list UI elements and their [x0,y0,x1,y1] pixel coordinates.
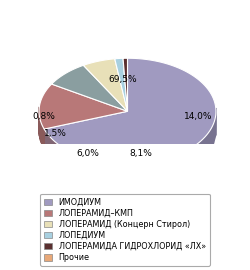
Polygon shape [40,121,41,142]
Polygon shape [57,143,66,168]
Polygon shape [123,58,128,111]
Polygon shape [66,149,76,174]
Polygon shape [214,116,216,143]
Polygon shape [204,131,209,158]
Polygon shape [115,58,128,111]
Polygon shape [52,65,128,111]
Text: 69,5%: 69,5% [109,75,138,84]
Polygon shape [42,126,43,147]
Text: 0,8%: 0,8% [32,112,55,121]
Polygon shape [186,145,196,170]
Polygon shape [209,124,214,151]
Polygon shape [152,160,164,182]
Polygon shape [164,156,176,179]
Polygon shape [50,136,57,163]
Text: 6,0%: 6,0% [76,150,99,158]
Polygon shape [87,158,99,181]
Text: 8,1%: 8,1% [129,150,152,158]
Text: 14,0%: 14,0% [184,112,212,121]
Polygon shape [112,164,126,184]
Text: 1,5%: 1,5% [44,129,66,138]
Polygon shape [139,162,152,183]
Polygon shape [84,59,128,111]
Polygon shape [196,139,203,164]
Polygon shape [176,151,186,175]
Polygon shape [43,127,44,149]
Polygon shape [99,162,112,183]
Polygon shape [76,154,87,178]
Legend: ИМОДИУМ, ЛОПЕРАМИД–КМП, ЛОПЕРАМИД (Концерн Стирол), ЛОПЕДИУМ, ЛОПЕРАМИДА ГИДРОХЛ: ИМОДИУМ, ЛОПЕРАМИД–КМП, ЛОПЕРАМИД (Конце… [40,194,210,266]
Polygon shape [41,123,42,144]
Polygon shape [44,111,128,148]
Polygon shape [39,84,128,129]
Polygon shape [44,111,128,148]
Polygon shape [126,164,139,184]
Polygon shape [44,58,216,164]
Polygon shape [44,129,50,156]
